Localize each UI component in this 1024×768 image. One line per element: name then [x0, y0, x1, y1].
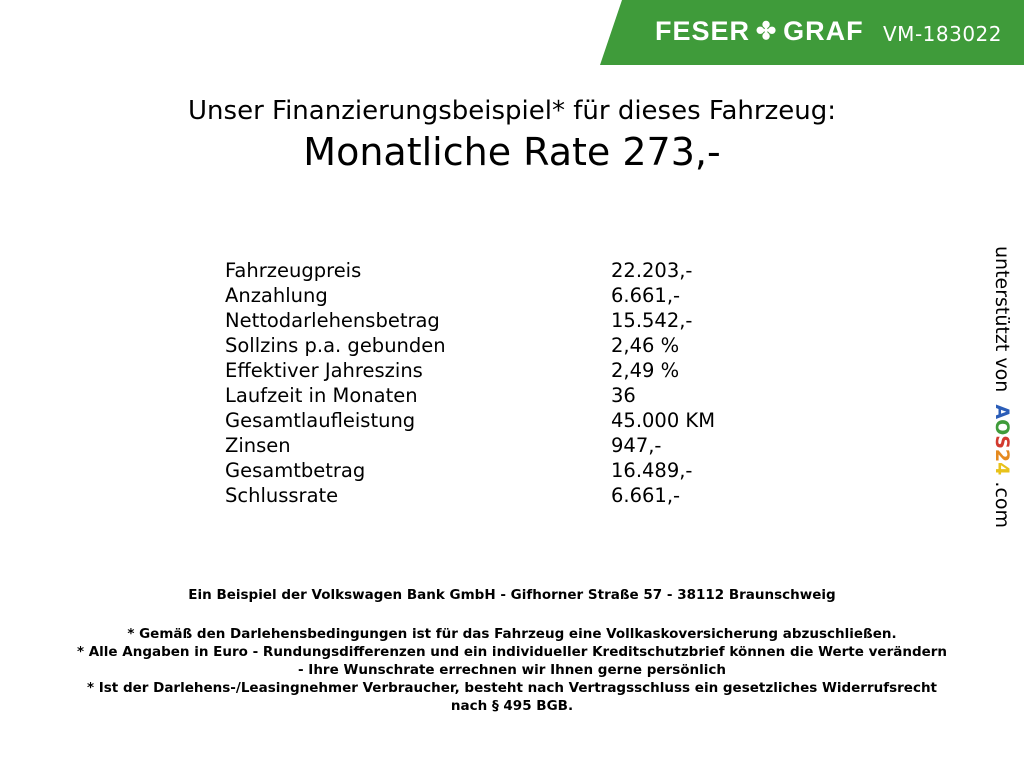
row-label: Zinsen: [225, 434, 291, 457]
header-banner: [600, 0, 1024, 65]
row-value: 2,49 %: [611, 359, 680, 382]
bank-info: Ein Beispiel der Volkswagen Bank GmbH - …: [188, 587, 836, 603]
table-row: Fahrzeugpreis 22.203,-: [225, 258, 715, 283]
row-label: Fahrzeugpreis: [225, 259, 362, 282]
table-row: Gesamtbetrag 16.489,-: [225, 458, 715, 483]
row-label: Nettodarlehensbetrag: [225, 309, 440, 332]
row-label: Gesamtbetrag: [225, 459, 366, 482]
footnotes: * Gemäß den Darlehensbedingungen ist für…: [0, 625, 1024, 715]
footnote: * Gemäß den Darlehensbedingungen ist für…: [127, 626, 897, 642]
brand-left: FESER: [655, 16, 751, 46]
table-row: Zinsen 947,-: [225, 433, 715, 458]
table-row: Laufzeit in Monaten 36: [225, 383, 715, 408]
row-label: Anzahlung: [225, 284, 328, 307]
row-label: Sollzins p.a. gebunden: [225, 334, 446, 357]
row-label: Schlussrate: [225, 484, 339, 507]
row-value: 45.000 KM: [611, 409, 716, 432]
table-row: Nettodarlehensbetrag 15.542,-: [225, 308, 715, 333]
footnote: * Ist der Darlehens-/Leasingnehmer Verbr…: [86, 680, 938, 696]
row-value: 16.489,-: [611, 459, 693, 482]
row-value: 6.661,-: [611, 284, 681, 307]
vehicle-id: VM-183022: [883, 22, 1003, 46]
clover-icon: ✤: [756, 17, 778, 45]
row-value: 15.542,-: [611, 309, 693, 332]
row-value: 6.661,-: [611, 484, 681, 507]
row-value: 36: [611, 384, 636, 407]
row-label: Gesamtlaufleistung: [225, 409, 416, 432]
monthly-rate: Monatliche Rate 273,-: [0, 130, 1024, 174]
supported-by-suffix: .com: [991, 481, 1013, 529]
footnote: - Ihre Wunschrate errechnen wir Ihnen ge…: [298, 662, 726, 678]
row-value: 947,-: [611, 434, 662, 457]
row-label: Laufzeit in Monaten: [225, 384, 418, 407]
row-value: 22.203,-: [611, 259, 693, 282]
aos24-logo: AOS24: [991, 404, 1013, 476]
table-row: Anzahlung 6.661,-: [225, 283, 715, 308]
row-value: 2,46 %: [611, 334, 680, 357]
table-row: Schlussrate 6.661,-: [225, 483, 715, 508]
footnote: * Alle Angaben in Euro - Rundungsdiffere…: [76, 644, 948, 660]
brand-right: GRAF: [783, 16, 864, 46]
footnote: nach § 495 BGB.: [450, 698, 574, 714]
table-row: Effektiver Jahreszins 2,49 %: [225, 358, 715, 383]
row-label: Effektiver Jahreszins: [225, 359, 423, 382]
finance-table: Fahrzeugpreis 22.203,- Anzahlung 6.661,- N…: [225, 258, 715, 508]
monthly-rate-text: Monatliche Rate 273,-: [303, 130, 721, 174]
table-row: Sollzins p.a. gebunden 2,46 %: [225, 333, 715, 358]
table-row: Gesamtlaufleistung 45.000 KM: [225, 408, 715, 433]
supported-by: unterstützt von AOS24 .com: [991, 246, 1013, 528]
brand-logo: FESER ✤ GRAF: [655, 16, 864, 47]
page-title: Unser Finanzierungsbeispiel* für dieses …: [188, 96, 836, 126]
supported-by-text: unterstützt von: [991, 246, 1013, 393]
